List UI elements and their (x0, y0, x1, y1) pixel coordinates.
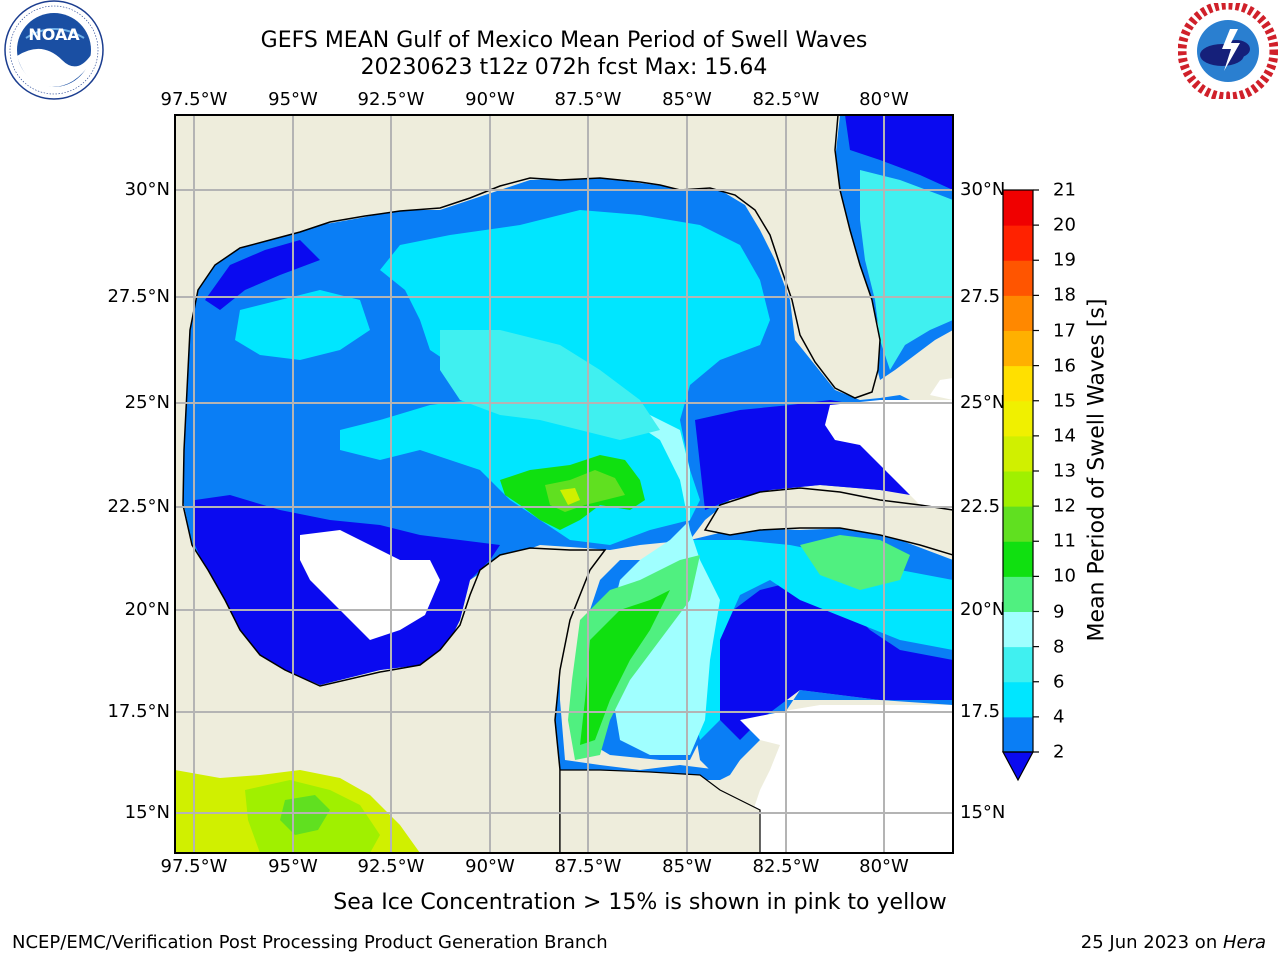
colorbar-tick-label: 18 (1053, 284, 1076, 306)
lat-label-right: 20°N (960, 599, 1006, 620)
colorbar-segment (1003, 400, 1033, 437)
colorbar-tick-label: 10 (1053, 565, 1076, 587)
colorbar-segment (1003, 435, 1033, 472)
lat-label-right: 17.5 (960, 701, 1001, 722)
swell-6to9-center (440, 330, 660, 440)
lat-label-left: 25°N (124, 392, 170, 413)
colorbar-segment (1003, 576, 1033, 612)
lon-label-top: 95°W (268, 89, 318, 110)
lon-label-top: 90°W (465, 89, 515, 110)
lat-label-left: 15°N (124, 802, 170, 823)
gridlines (175, 115, 953, 853)
swell-4to6-yucatan-east (690, 540, 953, 740)
colorbar-tick-label: 19 (1053, 249, 1076, 271)
lon-label-bottom: 82.5°W (752, 856, 820, 877)
colorbar-tick-label: 14 (1053, 425, 1076, 447)
plot-subtitle: 20230623 t12z 072h fcst Max: 15.64 (360, 55, 768, 80)
colorbar-tick-label: 20 (1053, 214, 1076, 236)
colorbar-segment (1003, 716, 1033, 753)
colorbar-label: Mean Period of Swell Waves [s] (1084, 298, 1110, 642)
nodata-south (740, 705, 953, 853)
svg-text:NOAA: NOAA (28, 25, 80, 44)
swell-2to4-nw-coast (205, 240, 320, 310)
lon-label-bottom: 80°W (859, 856, 909, 877)
colorbar-tick-label: 13 (1053, 460, 1076, 482)
swell-13-hotspot (560, 488, 580, 505)
lon-label-top: 97.5°W (160, 89, 228, 110)
footer-credit: NCEP/EMC/Verification Post Processing Pr… (12, 932, 608, 953)
lon-label-top: 82.5°W (752, 89, 820, 110)
nodata-east (825, 400, 953, 515)
colorbar-tick-label: 4 (1053, 706, 1065, 728)
plot-title: GEFS MEAN Gulf of Mexico Mean Period of … (260, 28, 868, 53)
footer-host: Hera (1222, 932, 1266, 953)
lat-label-left: 30°N (124, 179, 170, 200)
lon-label-top: 85°W (662, 89, 712, 110)
lat-label-right: 15°N (960, 802, 1006, 823)
swell-2to4-atlantic (845, 115, 953, 190)
map-frame (174, 114, 954, 854)
swell-2to4-caribbean (710, 580, 953, 740)
nodata-bay-campeche (300, 530, 440, 640)
lon-label-top: 80°W (859, 89, 909, 110)
land-central-america (559, 769, 761, 853)
lon-label-bottom: 90°W (465, 856, 515, 877)
colorbar-segment (1003, 225, 1033, 261)
colorbar-segment (1003, 646, 1033, 683)
lat-label-right: 30°N (960, 179, 1006, 200)
colorbar-segment (1003, 506, 1033, 542)
nws-logo (1177, 0, 1279, 103)
lon-label-top: 92.5°W (357, 89, 425, 110)
colorbar-segment (1003, 471, 1033, 507)
lat-label-left: 17.5°N (107, 701, 170, 722)
colorbar-tick-label: 17 (1053, 320, 1076, 341)
colorbar-tick-label: 11 (1053, 530, 1076, 552)
swell-10to11-yucatan (580, 590, 670, 745)
swell-9to11-caribbean (800, 535, 910, 590)
lon-label-bottom: 95°W (268, 856, 318, 877)
colorbar-tick-label: 16 (1053, 355, 1076, 377)
colorbar-segment (1003, 541, 1033, 577)
colorbar-segment (1003, 190, 1033, 226)
colorbar-extension (1001, 751, 1035, 782)
colorbar-segment (1003, 295, 1033, 331)
lat-label-right: 27.5 (960, 286, 1001, 307)
lat-label-left: 20°N (124, 599, 170, 620)
colorbar-tick-label: 8 (1053, 636, 1065, 658)
colorbar-tick-label: 15 (1053, 390, 1076, 412)
lat-label-left: 22.5°N (107, 496, 170, 517)
footer-date-text: 25 Jun 2023 on (1080, 932, 1223, 953)
sea-ice-caption: Sea Ice Concentration > 15% is shown in … (333, 890, 947, 915)
lon-label-bottom: 87.5°W (554, 856, 622, 877)
lat-label-right: 25°N (960, 392, 1006, 413)
lon-label-bottom: 85°W (662, 856, 712, 877)
lon-label-bottom: 97.5°W (160, 856, 228, 877)
swell-4to6-west (235, 290, 370, 360)
colorbar-tick-label: 9 (1053, 601, 1065, 622)
colorbar-segment (1003, 611, 1033, 648)
nodata-atlantic (930, 378, 953, 400)
lon-label-bottom: 92.5°W (357, 856, 425, 877)
colorbar-segment (1003, 681, 1033, 718)
footer-date: 25 Jun 2023 on Hera (1081, 932, 1266, 953)
colorbar (1001, 189, 1039, 782)
land-cuba (703, 487, 953, 556)
swell-12to13-hotspot (545, 470, 625, 512)
colorbar-segment (1003, 365, 1033, 402)
colorbar-segment (1003, 260, 1033, 296)
colorbar-tick-label: 6 (1053, 671, 1065, 693)
colorbar-tick-label: 2 (1053, 741, 1065, 763)
lat-label-right: 22.5 (960, 496, 1001, 517)
lon-label-top: 87.5°W (554, 89, 622, 110)
colorbar-tick-label: 21 (1053, 179, 1076, 201)
lat-label-left: 27.5°N (107, 286, 170, 307)
colorbar-tick-label: 12 (1053, 495, 1076, 517)
colorbar-segment (1003, 330, 1033, 367)
noaa-logo: NOAA (2, 0, 106, 108)
